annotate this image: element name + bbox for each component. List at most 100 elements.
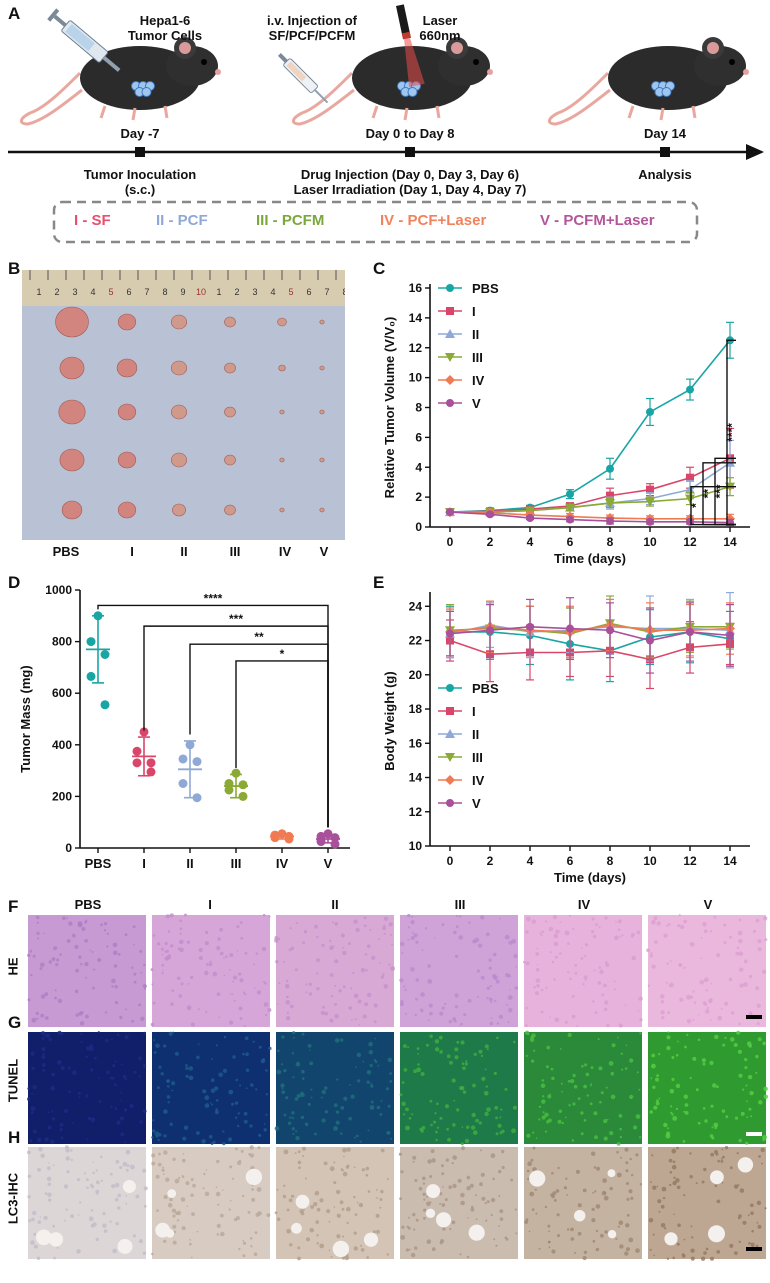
tile-speckle [125,1149,131,1155]
tile-speckle [261,946,267,952]
tile-speckle [405,1107,409,1112]
data-point [685,484,695,494]
tile-speckle [691,1236,694,1239]
histology-tile [399,1032,518,1146]
tile-speckle [197,1043,200,1045]
tile-speckle [675,1083,681,1089]
tile-speckle [254,1231,258,1234]
tile-speckle [586,1094,589,1097]
tile-speckle [70,1214,75,1219]
tile-speckle [581,1064,584,1068]
tile-speckle [319,1198,324,1203]
tile-speckle [456,1040,460,1044]
tile-speckle [605,963,610,968]
tile-speckle [376,1229,380,1234]
tile-speckle [708,999,713,1004]
tile-speckle [360,1244,363,1247]
tile-speckle [458,915,462,918]
tile-speckle [80,1040,83,1044]
tile-speckle [198,947,203,953]
tile-speckle [165,914,170,919]
legend-label: I [472,304,476,319]
tile-speckle [493,1071,497,1075]
tile-speckle [51,1117,56,1121]
ruler-number: 5 [288,287,293,297]
tile-speckle [467,1217,469,1219]
tile-speckle [47,1182,52,1186]
tile-speckle [236,925,240,929]
tile-speckle [422,1176,426,1181]
tile-speckle [133,980,137,984]
tile-speckle [216,1159,220,1164]
tile-speckle [531,1059,535,1063]
tile-speckle [548,1230,550,1233]
tile-speckle [220,1213,224,1218]
tile-speckle [619,935,622,938]
tile-speckle [377,1064,380,1067]
tile-speckle [348,1116,352,1121]
tile-speckle [64,1108,69,1114]
group-label-ii: II - PCF [156,212,208,229]
tile-speckle [313,1202,318,1207]
tile-speckle [389,1080,393,1083]
tile-speckle [215,1108,219,1112]
tile-speckle [658,1210,661,1213]
tile-speckle [188,1075,194,1081]
tile-speckle [703,1251,707,1255]
group-V: V [316,829,340,871]
tile-speckle [386,1178,389,1180]
tile-speckle [663,1227,667,1230]
tile-speckle [290,946,295,951]
tile-speckle [158,1152,161,1156]
tile-speckle [753,929,756,933]
data-point [726,631,734,640]
tile-speckle [291,1052,295,1055]
tile-speckle [165,949,169,953]
tile-speckle [657,1199,662,1204]
significance-label: *** [713,484,727,498]
tile-speckle [239,1084,242,1087]
tile-speckle [471,1205,474,1209]
histology-tile [646,914,768,1027]
tile-speckle [477,995,479,998]
tile-speckle [442,1227,446,1231]
tile-speckle [211,1058,214,1060]
tile-speckle [276,1069,282,1075]
data-point [646,407,654,416]
tile-speckle [480,1172,485,1177]
tile-speckle [353,993,359,999]
tile-speckle [553,978,556,981]
tile-speckle [274,938,279,943]
tile-speckle [88,1116,92,1121]
tile-speckle [300,1211,305,1216]
legend-label: III [472,350,483,365]
tile-speckle [683,1194,686,1197]
histo-col-iv: IV [577,897,591,912]
tile-speckle [514,986,519,990]
tile-speckle [285,1096,289,1100]
tile-speckle [737,1184,740,1187]
tile-speckle [57,998,63,1004]
tile-speckle [302,1146,306,1151]
significance-bracket: * [235,647,329,828]
tile-speckle [411,1252,416,1258]
tile-speckle [702,1062,706,1066]
tile-speckle [342,1147,347,1153]
tile-speckle [74,989,79,994]
tile-speckle [316,1207,321,1212]
tile-speckle [480,975,485,980]
tile-speckle [700,936,703,939]
tile-speckle [411,931,414,934]
tile-speckle [600,1233,604,1238]
tile-speckle [436,1102,439,1106]
tile-speckle [540,1083,546,1088]
tile-speckle [182,1152,185,1155]
tile-speckle [583,1119,587,1122]
tile-speckle [684,1045,687,1049]
tile-speckle [46,1176,52,1182]
tile-speckle [460,1040,465,1045]
histology-tile [150,913,272,1027]
tile-speckle [431,1158,436,1163]
tile-speckle [238,1247,241,1251]
tile-speckle [630,1097,632,1099]
